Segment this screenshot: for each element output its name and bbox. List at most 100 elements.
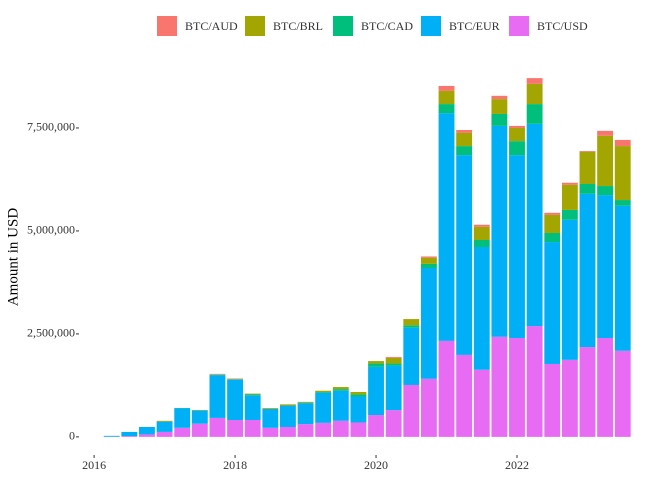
- bar-segment: [615, 146, 631, 200]
- bar-segment: [350, 397, 366, 423]
- bar-segment: [509, 141, 525, 155]
- x-tick-label: 2022: [505, 458, 529, 472]
- bar-segment: [333, 387, 349, 389]
- bar-segment: [298, 424, 314, 437]
- bar-segment: [280, 406, 296, 427]
- bar-segment: [544, 215, 560, 233]
- bar-segment: [580, 152, 596, 184]
- y-tick-label: 7,500,000: [27, 120, 75, 134]
- bar-segment: [597, 131, 613, 136]
- bar-segment: [527, 84, 543, 104]
- bar-segment: [544, 242, 560, 364]
- x-tick-label: 2018: [223, 458, 247, 472]
- bar-segment: [104, 436, 120, 437]
- bar-segment: [474, 370, 490, 437]
- bar-segment: [439, 86, 455, 91]
- bar-segment: [597, 195, 613, 338]
- bar-segment: [210, 418, 226, 437]
- bar-segment: [210, 375, 226, 418]
- bar-segment: [421, 379, 437, 437]
- bar-segment: [121, 436, 137, 437]
- bar-segment: [139, 427, 155, 434]
- bar-segment: [368, 364, 384, 367]
- bar-segment: [298, 402, 314, 403]
- bar-segment: [262, 408, 278, 409]
- bar-segment: [580, 194, 596, 347]
- bar-segment: [580, 184, 596, 194]
- bar-segment: [403, 385, 419, 437]
- bar-segment: [174, 408, 190, 427]
- bar-segment: [456, 130, 472, 133]
- bar-segment: [474, 240, 490, 247]
- bar-segment: [439, 113, 455, 341]
- bar-segment: [597, 136, 613, 186]
- bar-segment: [386, 364, 402, 366]
- bar-segment: [245, 394, 261, 395]
- bar-segment: [527, 326, 543, 437]
- bar-segment: [544, 213, 560, 215]
- bar-segment: [527, 104, 543, 124]
- bar-segment: [439, 341, 455, 437]
- bar-segment: [333, 391, 349, 421]
- bar-segment: [315, 393, 331, 423]
- bar-segment: [386, 410, 402, 437]
- bar-segment: [615, 206, 631, 351]
- bar-segment: [491, 99, 507, 114]
- bar-segment: [527, 78, 543, 84]
- bar-segment: [245, 394, 261, 395]
- bar-segment: [368, 367, 384, 415]
- bar-segment: [456, 155, 472, 355]
- y-tick-label: 0: [69, 429, 75, 443]
- bar-segment: [280, 404, 296, 405]
- bar-segment: [597, 186, 613, 195]
- bar-segment: [174, 428, 190, 437]
- bar-segment: [562, 220, 578, 360]
- bar-segment: [544, 233, 560, 242]
- bar-segment: [562, 360, 578, 437]
- legend-label: BTC/EUR: [449, 19, 500, 33]
- bar-segment: [474, 247, 490, 370]
- bar-segment: [368, 361, 384, 363]
- bar-segment: [509, 155, 525, 338]
- bar-segment: [474, 225, 490, 227]
- bar-segment: [280, 427, 296, 437]
- bar-segment: [597, 338, 613, 437]
- bar-segment: [192, 424, 208, 437]
- bar-segment: [350, 392, 366, 394]
- legend-swatch: [245, 16, 265, 36]
- bar-segment: [350, 422, 366, 436]
- bar-segment: [456, 133, 472, 146]
- bar-segment: [315, 391, 331, 392]
- legend-swatch: [333, 16, 353, 36]
- bar-segment: [315, 423, 331, 437]
- bar-segment: [491, 337, 507, 437]
- bar-segment: [509, 128, 525, 141]
- bar-segment: [421, 268, 437, 379]
- bar-segment: [615, 140, 631, 146]
- y-axis-title: Amount in USD: [5, 208, 21, 307]
- bar-segment: [421, 256, 437, 257]
- bar-segment: [491, 114, 507, 126]
- bar-segment: [245, 395, 261, 420]
- bar-segment: [474, 227, 490, 240]
- bar-segment: [509, 126, 525, 128]
- bar-segment: [544, 364, 560, 437]
- bar-segment: [491, 126, 507, 337]
- bar-segment: [157, 432, 173, 437]
- bar-segment: [421, 264, 437, 268]
- bar-segment: [386, 366, 402, 410]
- bar-segment: [439, 91, 455, 104]
- bar-segment: [298, 403, 314, 424]
- y-tick-label: 5,000,000: [27, 223, 75, 237]
- bar-segment: [580, 151, 596, 152]
- bar-segment: [333, 421, 349, 437]
- legend-label: BTC/USD: [537, 19, 588, 33]
- legend-swatch: [421, 16, 441, 36]
- bar-segment: [439, 104, 455, 113]
- bar-segment: [562, 183, 578, 185]
- bar-segment: [333, 389, 349, 391]
- bar-segment: [262, 428, 278, 437]
- bar-segment: [580, 347, 596, 437]
- bar-segment: [562, 210, 578, 220]
